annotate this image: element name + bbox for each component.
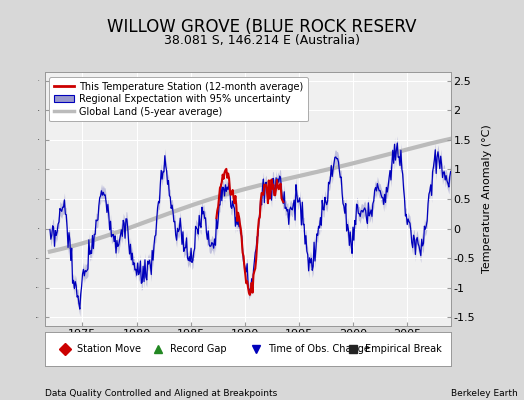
Text: Time of Obs. Change: Time of Obs. Change [268, 344, 370, 354]
Text: Record Gap: Record Gap [170, 344, 227, 354]
Text: 38.081 S, 146.214 E (Australia): 38.081 S, 146.214 E (Australia) [164, 34, 360, 47]
Y-axis label: Temperature Anomaly (°C): Temperature Anomaly (°C) [482, 125, 492, 273]
Text: Empirical Break: Empirical Break [365, 344, 442, 354]
Text: Data Quality Controlled and Aligned at Breakpoints: Data Quality Controlled and Aligned at B… [45, 389, 277, 398]
Legend: This Temperature Station (12-month average), Regional Expectation with 95% uncer: This Temperature Station (12-month avera… [49, 77, 308, 122]
Text: Station Move: Station Move [77, 344, 141, 354]
Text: Berkeley Earth: Berkeley Earth [451, 389, 517, 398]
Text: WILLOW GROVE (BLUE ROCK RESERV: WILLOW GROVE (BLUE ROCK RESERV [107, 18, 417, 36]
